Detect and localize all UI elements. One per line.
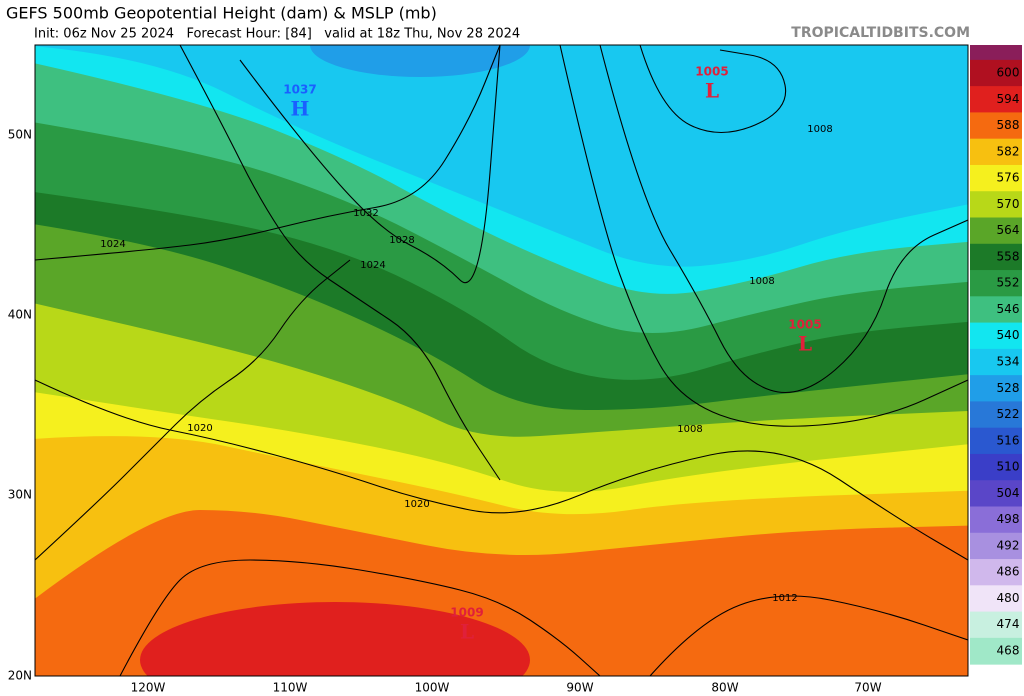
subtitle: Init: 06z Nov 25 2024 Forecast Hour: [84… <box>34 27 520 42</box>
center-symbol: L <box>460 620 474 644</box>
colorbar-label: 534 <box>997 355 1020 369</box>
colorbar-label: 474 <box>997 617 1020 631</box>
isobar <box>639 45 787 133</box>
latitude-label: 50N <box>8 128 32 142</box>
center-pressure: 1005 <box>695 65 728 79</box>
colorbar-label: 504 <box>997 486 1020 500</box>
isobar <box>599 45 968 394</box>
map-frame <box>34 44 969 677</box>
colorbar-cell <box>970 585 1022 613</box>
map <box>35 45 968 676</box>
center-pressure: 1037 <box>283 83 316 97</box>
colorbar-cell <box>970 243 1022 271</box>
isobar <box>239 45 501 284</box>
colorbar-cell <box>970 270 1022 297</box>
height-band <box>310 45 530 77</box>
colorbar-cell <box>970 559 1022 586</box>
longitude-label: 110W <box>273 681 308 695</box>
colorbar: 600 594 588 582 576 570 564 558 552 546 540 534 528 5… <box>970 45 1022 665</box>
center-symbol: L <box>798 332 812 356</box>
center-symbol: H <box>291 97 310 121</box>
longitude-label: 90W <box>566 681 593 695</box>
isobar <box>559 45 968 427</box>
colorbar-label: 498 <box>997 512 1020 526</box>
colorbar-cell <box>970 453 1022 481</box>
colorbar-cell <box>970 637 1022 665</box>
longitude-label: 70W <box>854 681 881 695</box>
colorbar-cell <box>970 138 1022 166</box>
colorbar-cell <box>970 86 1022 113</box>
title: GEFS 500mb Geopotential Height (dam) & M… <box>6 4 437 23</box>
colorbar-label: 522 <box>997 407 1020 421</box>
isobar-label: 1024 <box>100 239 125 250</box>
isobar <box>35 259 351 561</box>
isobar-label: 1012 <box>772 593 797 604</box>
longitude-label: 100W <box>415 681 450 695</box>
isobar-label: 1008 <box>749 276 774 287</box>
colorbar-cell <box>970 296 1022 324</box>
colorbar-label: 576 <box>997 171 1020 185</box>
latitude-label: 30N <box>8 488 32 502</box>
isobar <box>649 595 968 676</box>
colorbar-cell <box>970 506 1022 534</box>
isobar-label: 1024 <box>360 260 385 271</box>
colorbar-label: 564 <box>997 223 1020 237</box>
longitude-label: 120W <box>131 681 166 695</box>
isobar <box>179 45 501 481</box>
isobar-label: 1008 <box>807 124 832 135</box>
colorbar-label: 600 <box>997 66 1020 80</box>
colorbar-label: 594 <box>997 92 1020 106</box>
colorbar-cell <box>970 322 1022 350</box>
center-symbol: L <box>705 79 719 103</box>
colorbar-cell <box>970 480 1022 507</box>
colorbar-cell <box>970 532 1022 560</box>
colorbar-cell <box>970 611 1022 639</box>
latitude-label: 40N <box>8 308 32 322</box>
colorbar-label: 486 <box>997 565 1020 579</box>
colorbar-label: 552 <box>997 276 1020 290</box>
isobar <box>119 559 601 676</box>
isobar-label: 1028 <box>389 235 414 246</box>
colorbar-label: 582 <box>997 144 1020 158</box>
watermark: TROPICALTIDBITS.COM <box>791 25 970 41</box>
height-band <box>140 602 530 676</box>
colorbar-cell <box>970 348 1022 376</box>
colorbar-cell <box>970 217 1022 245</box>
isobar <box>35 45 501 261</box>
isobar-label: 1032 <box>353 208 378 219</box>
colorbar-label: 570 <box>997 197 1020 211</box>
colorbar-label: 546 <box>997 302 1020 316</box>
isobar-label: 1020 <box>187 423 212 434</box>
colorbar-cap <box>970 45 1022 60</box>
colorbar-label: 516 <box>997 433 1020 447</box>
colorbar-label: 588 <box>997 118 1020 132</box>
colorbar-label: 558 <box>997 249 1020 263</box>
colorbar-cell <box>970 191 1022 218</box>
colorbar-cell <box>970 427 1022 455</box>
center-pressure: 1009 <box>450 606 483 620</box>
colorbar-cell <box>970 401 1022 429</box>
colorbar-cell <box>970 59 1022 87</box>
colorbar-label: 510 <box>997 460 1020 474</box>
colorbar-label: 480 <box>997 591 1020 605</box>
isobar-label: 1008 <box>677 424 702 435</box>
latitude-label: 20N <box>8 669 32 683</box>
colorbar-label: 492 <box>997 538 1020 552</box>
colorbar-label: 468 <box>997 644 1020 658</box>
isobar <box>35 379 968 561</box>
longitude-label: 80W <box>711 681 738 695</box>
colorbar-label: 528 <box>997 381 1020 395</box>
colorbar-label: 540 <box>997 328 1020 342</box>
colorbar-cell <box>970 112 1022 140</box>
center-pressure: 1005 <box>788 318 821 332</box>
isobar-label: 1020 <box>404 499 429 510</box>
colorbar-cell <box>970 375 1022 402</box>
colorbar-cell <box>970 164 1022 192</box>
